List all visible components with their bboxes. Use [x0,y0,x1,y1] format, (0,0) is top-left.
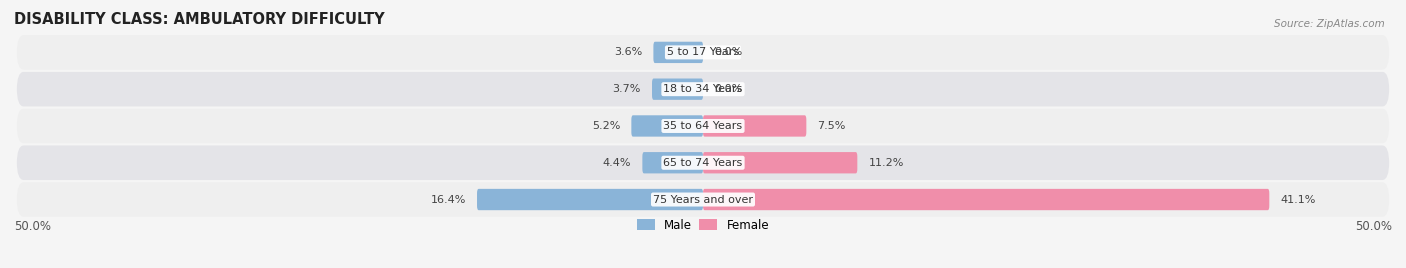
Text: 50.0%: 50.0% [1355,220,1392,233]
Text: 41.1%: 41.1% [1281,195,1316,204]
Text: 5.2%: 5.2% [592,121,620,131]
Text: 11.2%: 11.2% [869,158,904,168]
FancyBboxPatch shape [17,35,1389,70]
FancyBboxPatch shape [17,72,1389,106]
FancyBboxPatch shape [17,109,1389,143]
Text: 4.4%: 4.4% [603,158,631,168]
FancyBboxPatch shape [703,152,858,173]
FancyBboxPatch shape [703,115,807,137]
FancyBboxPatch shape [652,79,703,100]
Text: 3.6%: 3.6% [614,47,643,57]
FancyBboxPatch shape [631,115,703,137]
FancyBboxPatch shape [17,146,1389,180]
FancyBboxPatch shape [643,152,703,173]
Text: Source: ZipAtlas.com: Source: ZipAtlas.com [1274,19,1385,29]
Text: 7.5%: 7.5% [817,121,846,131]
Text: 3.7%: 3.7% [613,84,641,94]
Text: 75 Years and over: 75 Years and over [652,195,754,204]
Text: 50.0%: 50.0% [14,220,51,233]
Text: 0.0%: 0.0% [714,84,742,94]
Text: 35 to 64 Years: 35 to 64 Years [664,121,742,131]
Text: DISABILITY CLASS: AMBULATORY DIFFICULTY: DISABILITY CLASS: AMBULATORY DIFFICULTY [14,12,385,27]
Text: 16.4%: 16.4% [430,195,465,204]
FancyBboxPatch shape [654,42,703,63]
Text: 65 to 74 Years: 65 to 74 Years [664,158,742,168]
FancyBboxPatch shape [703,189,1270,210]
FancyBboxPatch shape [477,189,703,210]
Text: 0.0%: 0.0% [714,47,742,57]
FancyBboxPatch shape [17,182,1389,217]
Legend: Male, Female: Male, Female [633,214,773,236]
Text: 5 to 17 Years: 5 to 17 Years [666,47,740,57]
Text: 18 to 34 Years: 18 to 34 Years [664,84,742,94]
